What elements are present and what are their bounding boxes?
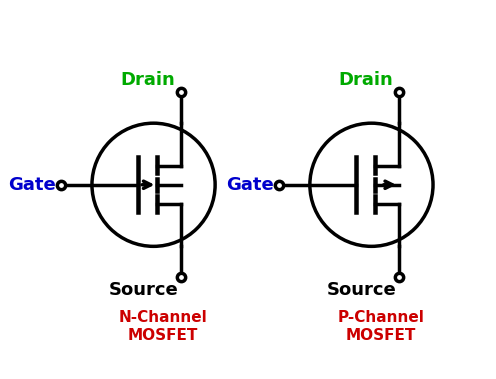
Text: Gate: Gate (8, 176, 56, 194)
Text: Source: Source (327, 281, 397, 299)
Text: N-Channel
MOSFET: N-Channel MOSFET (119, 310, 207, 343)
Text: Source: Source (109, 281, 179, 299)
Text: Drain: Drain (121, 70, 175, 89)
Text: Gate: Gate (226, 176, 273, 194)
Text: P-Channel
MOSFET: P-Channel MOSFET (337, 310, 425, 343)
Text: Drain: Drain (338, 70, 393, 89)
